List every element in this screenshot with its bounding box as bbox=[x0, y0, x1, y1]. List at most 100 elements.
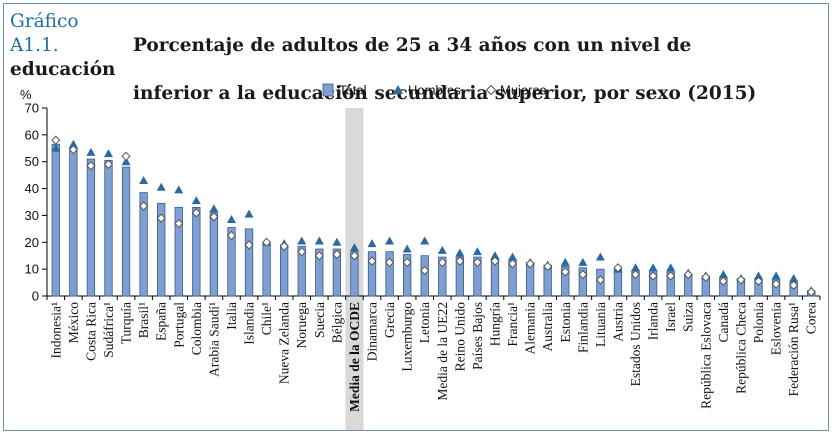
x-category-label: Hungría bbox=[487, 302, 502, 346]
marker-mujeres bbox=[420, 265, 430, 276]
x-category-label: Arabia Saudí¹ bbox=[206, 302, 221, 377]
bar-total bbox=[438, 256, 447, 297]
marker-mujeres bbox=[666, 271, 676, 281]
x-category-label: Nueva Zelanda bbox=[277, 302, 292, 384]
x-category-label: Indonesia¹ bbox=[48, 302, 63, 359]
marker-mujeres bbox=[244, 240, 254, 250]
bar-total bbox=[297, 245, 306, 297]
marker-hombres bbox=[244, 209, 254, 218]
bar-total bbox=[121, 166, 131, 297]
marker-hombres bbox=[631, 263, 641, 272]
y-tick-label: 20 bbox=[25, 235, 39, 250]
x-category-label: Australia bbox=[540, 302, 555, 352]
marker-hombres bbox=[595, 252, 605, 261]
bar-total bbox=[332, 248, 342, 297]
x-category-label: Portugal bbox=[171, 302, 186, 348]
marker-hombres bbox=[191, 196, 201, 205]
title-line-2: inferior a la educación secundaria super… bbox=[133, 83, 757, 104]
marker-hombres bbox=[560, 257, 570, 266]
title-line-1: Gráfico A1.1. Porcentaje de adultos de 25… bbox=[10, 10, 800, 82]
marker-mujeres bbox=[349, 250, 359, 261]
marker-mujeres bbox=[139, 201, 149, 211]
x-category-label: Islandia bbox=[242, 302, 257, 345]
x-category-label: Austria bbox=[610, 302, 625, 342]
marker-hombres bbox=[490, 251, 500, 260]
marker-hombres bbox=[666, 263, 676, 272]
marker-hombres bbox=[121, 157, 131, 166]
marker-hombres bbox=[209, 204, 219, 213]
bar-total bbox=[367, 251, 377, 297]
marker-mujeres bbox=[314, 250, 324, 261]
marker-hombres bbox=[402, 244, 412, 253]
x-category-label: Colombia bbox=[189, 302, 204, 355]
bar-total bbox=[174, 206, 183, 297]
x-category-label: Suecia bbox=[312, 302, 327, 338]
marker-mujeres bbox=[297, 246, 307, 257]
bar-total bbox=[561, 266, 570, 297]
bar-total bbox=[315, 248, 324, 297]
marker-mujeres bbox=[226, 230, 236, 241]
marker-hombres bbox=[508, 252, 518, 261]
figure-frame bbox=[3, 3, 829, 431]
marker-mujeres bbox=[683, 269, 693, 280]
x-category-label: Irlanda bbox=[646, 302, 661, 340]
legend-hombres-label: Hombres bbox=[408, 83, 461, 98]
x-category-label: Costa Rica bbox=[83, 302, 98, 361]
marker-mujeres bbox=[262, 237, 272, 248]
marker-hombres bbox=[156, 182, 166, 191]
bar-total bbox=[51, 143, 60, 297]
marker-mujeres bbox=[701, 272, 711, 282]
marker-hombres bbox=[754, 271, 764, 280]
marker-mujeres bbox=[332, 249, 342, 260]
marker-mujeres bbox=[174, 218, 184, 229]
bar-total bbox=[420, 255, 429, 297]
y-tick-label: 0 bbox=[32, 289, 39, 304]
marker-mujeres bbox=[209, 212, 219, 222]
y-tick-label: 70 bbox=[25, 101, 39, 116]
x-category-label: Turquía bbox=[119, 302, 134, 344]
bar-total bbox=[280, 244, 289, 297]
marker-hombres bbox=[437, 245, 447, 254]
bar-total bbox=[613, 268, 623, 297]
marker-hombres bbox=[648, 263, 658, 272]
marker-mujeres bbox=[718, 276, 728, 286]
marker-hombres bbox=[314, 236, 324, 245]
marker-mujeres bbox=[613, 263, 623, 273]
marker-hombres bbox=[771, 271, 781, 280]
legend-total-swatch bbox=[322, 83, 334, 97]
marker-mujeres bbox=[402, 257, 412, 268]
marker-hombres bbox=[51, 143, 61, 152]
x-category-label: Lituania bbox=[593, 302, 608, 347]
marker-mujeres bbox=[560, 267, 570, 277]
legend-hombres-marker bbox=[393, 85, 403, 94]
marker-mujeres bbox=[648, 271, 658, 281]
y-tick-label: 10 bbox=[25, 262, 39, 277]
marker-hombres bbox=[455, 248, 465, 257]
marker-mujeres bbox=[367, 256, 377, 266]
marker-mujeres bbox=[279, 241, 289, 252]
x-category-label: Reino Unido bbox=[452, 302, 467, 372]
x-category-label: Francia¹ bbox=[505, 302, 520, 347]
bar-total bbox=[86, 158, 96, 297]
marker-mujeres bbox=[771, 279, 781, 289]
x-category-label: República Checa bbox=[733, 302, 748, 394]
bar-total bbox=[139, 192, 148, 297]
marker-hombres bbox=[718, 270, 728, 279]
marker-mujeres bbox=[455, 256, 465, 266]
marker-mujeres bbox=[595, 275, 605, 285]
marker-hombres bbox=[349, 243, 359, 252]
marker-mujeres bbox=[578, 269, 588, 280]
x-category-label: Media de la UE22 bbox=[435, 302, 450, 401]
marker-mujeres bbox=[156, 213, 166, 223]
marker-hombres bbox=[789, 274, 799, 283]
x-category-label: Media de la OCDE bbox=[347, 302, 362, 412]
marker-mujeres bbox=[789, 280, 799, 290]
marker-mujeres bbox=[806, 287, 816, 297]
marker-hombres bbox=[578, 257, 588, 266]
x-category-label: Brasil¹ bbox=[136, 302, 151, 338]
marker-hombres bbox=[86, 147, 96, 156]
x-category-label: Federación Rusa¹ bbox=[786, 302, 801, 396]
marker-mujeres bbox=[472, 257, 482, 268]
bar-total bbox=[244, 228, 254, 297]
